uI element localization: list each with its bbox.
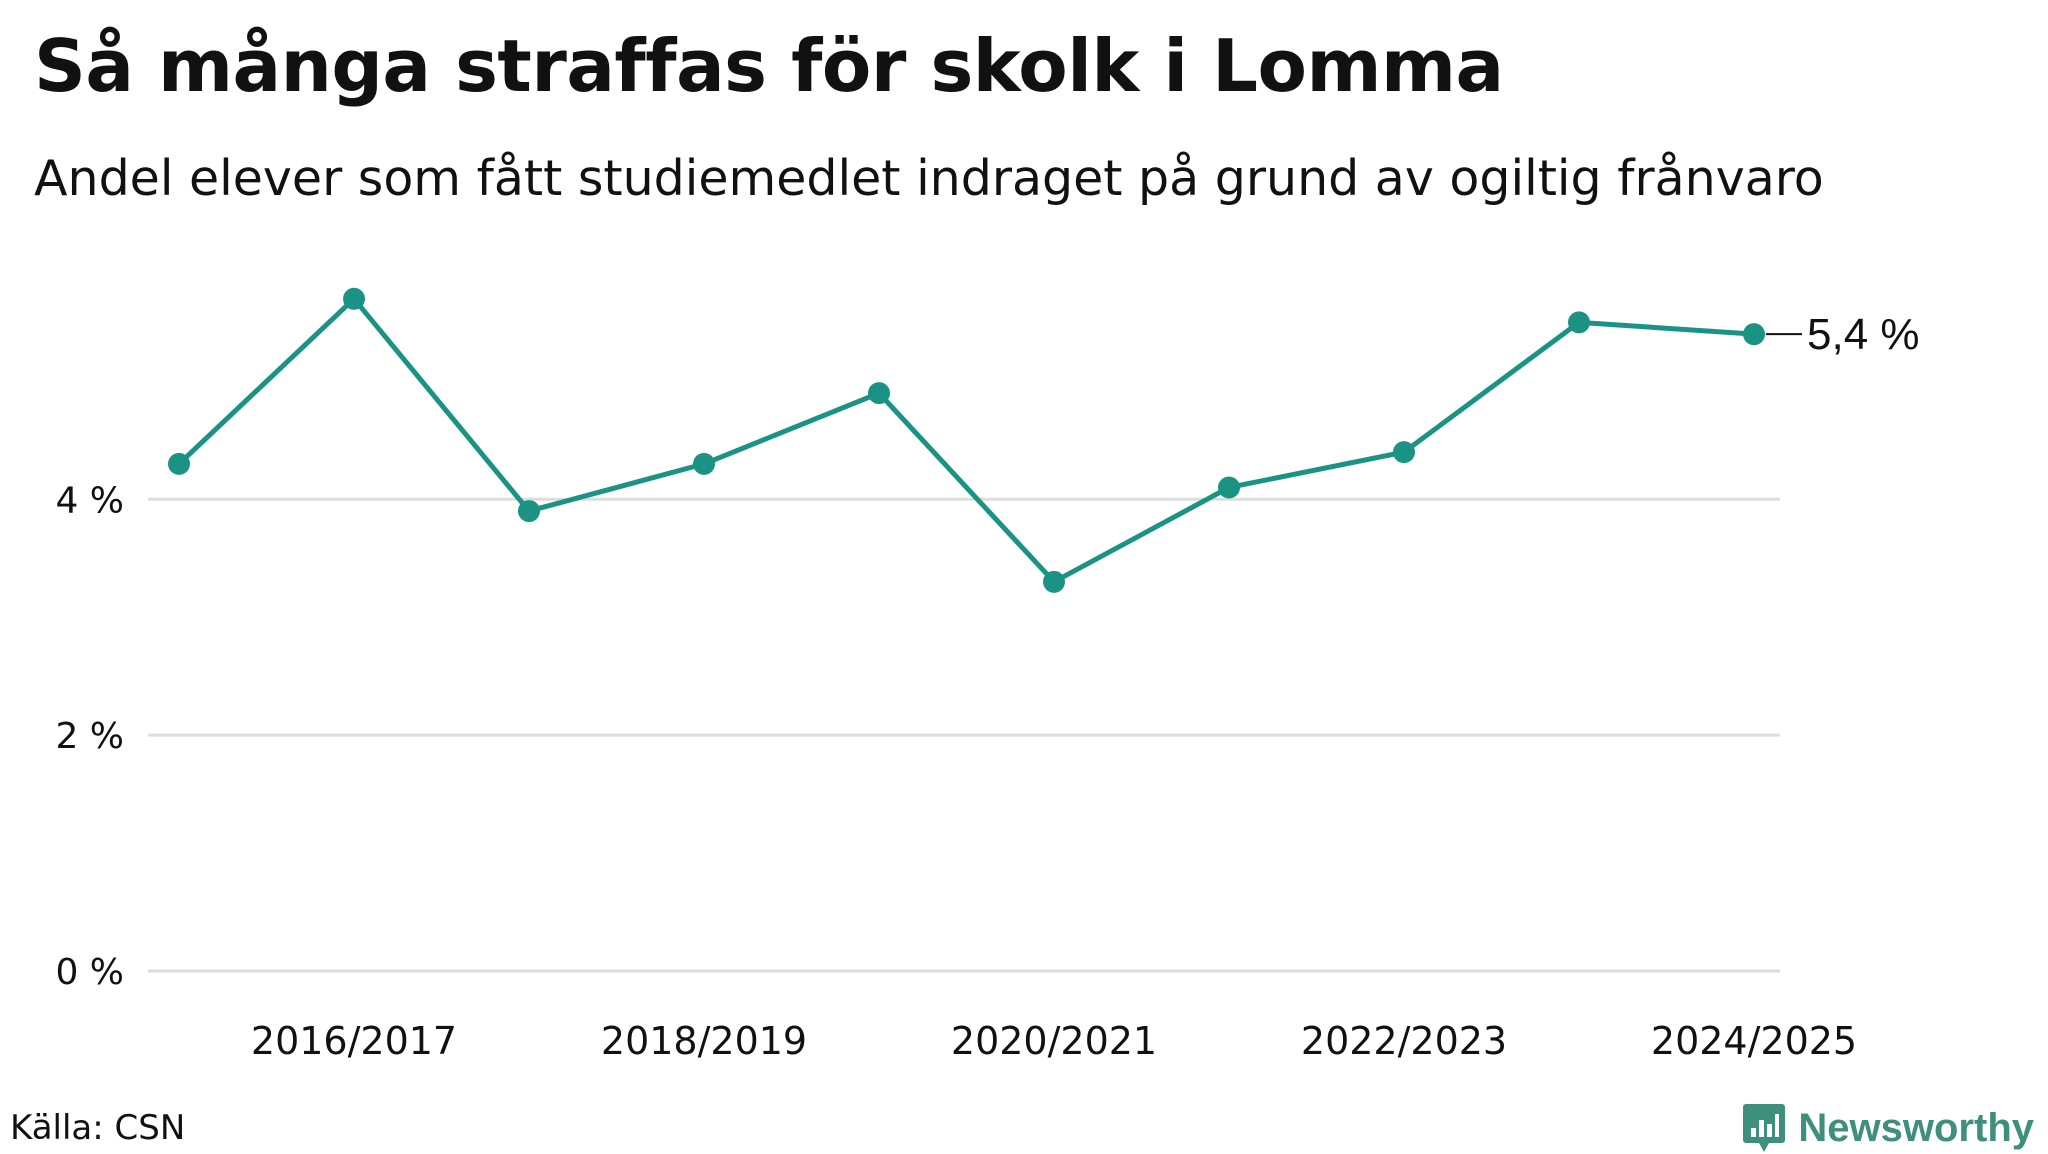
x-tick-label: 2024/2025 [1651,1019,1857,1063]
data-point [1218,476,1240,499]
y-tick-label: 2 % [55,716,124,757]
data-point [518,500,540,523]
y-axis-ticks: 0 % 2 % 4 % [55,480,124,993]
x-axis-ticks: 2016/2017 2018/2019 2020/2021 2022/2023 2024… [251,1019,1857,1063]
data-point [343,287,365,310]
x-tick-label: 2020/2021 [951,1019,1157,1063]
line-chart: 0 % 2 % 4 % 2016/2017 2018/2019 2020/2021 202… [55,287,1920,1063]
newsworthy-logo-icon [1743,1104,1786,1152]
brand-name: Newsworthy [1798,1105,2034,1150]
data-point [1043,570,1065,593]
data-point [1568,311,1590,334]
series-line [176,296,1757,585]
chart-title: Så många straffas för skolk i Lomma [34,24,1504,108]
gridlines [148,497,1780,973]
x-tick-label: 2016/2017 [251,1019,457,1063]
chart-subtitle: Andel elever som fått studiemedlet indra… [34,150,1824,207]
data-point [1743,323,1765,346]
brand-logo: Newsworthy [1742,1102,2034,1154]
y-tick-label: 0 % [55,952,124,993]
data-point [693,452,715,475]
data-point [868,382,890,405]
series-layer [176,296,1757,585]
data-point [1393,441,1415,464]
source-note: Källa: CSN [10,1108,186,1148]
data-point [168,452,190,475]
y-tick-label: 4 % [55,480,124,521]
x-tick-label: 2018/2019 [601,1019,807,1063]
end-label-group: 5,4 % [1766,310,1920,359]
data-points [168,287,1765,593]
x-tick-label: 2022/2023 [1301,1019,1507,1063]
end-value-label: 5,4 % [1807,310,1920,359]
